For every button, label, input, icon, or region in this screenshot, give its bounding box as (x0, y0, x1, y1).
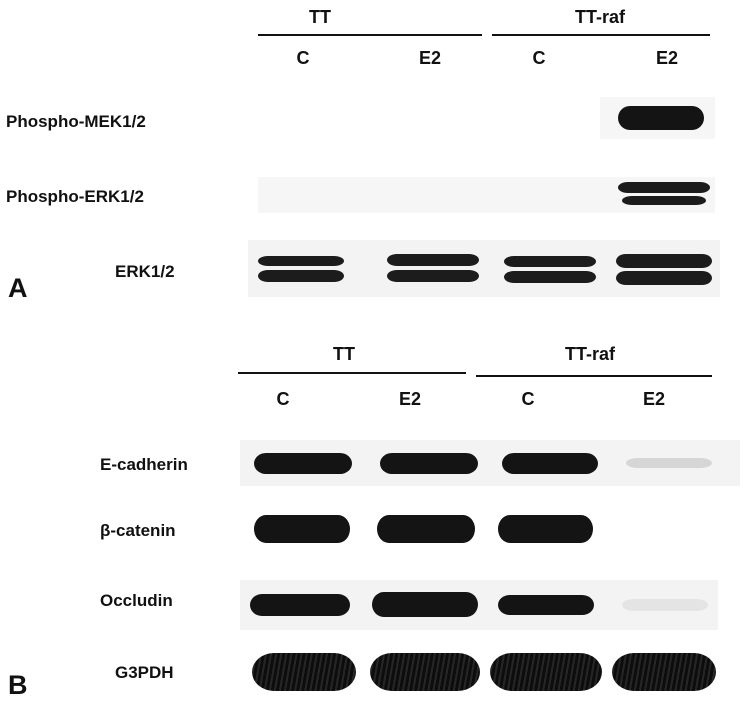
beta-catenin-band-lane-3 (498, 515, 593, 543)
e-cadherin-blot (240, 440, 740, 486)
erk-band-upper-lane-3 (504, 256, 596, 267)
erk-band-upper-lane-4 (616, 254, 712, 268)
panel-a-lane-1-label: C (296, 48, 310, 68)
panel-a-group-tt-rule (258, 34, 482, 36)
panel-a-row-2-label: Phospho-ERK1/2 (6, 187, 144, 206)
erk-band-lower-lane-3 (504, 271, 596, 283)
phospho-erk-band-upper-lane-4 (618, 182, 710, 193)
panel-b-row-1-label: E-cadherin (100, 455, 188, 474)
occludin-band-lane-2 (372, 592, 478, 617)
panel-b-row-4-label: G3PDH (115, 663, 174, 682)
panel-a-group-tt-label: TT (309, 7, 331, 27)
erk-band-lower-lane-1 (258, 270, 344, 282)
panel-a-row-1-label: Phospho-MEK1/2 (6, 112, 146, 131)
g3pdh-blot (240, 648, 740, 698)
panel-b-row-2-label: β-catenin (100, 521, 176, 540)
erk-blot (248, 240, 720, 297)
g3pdh-band-lane-2 (370, 653, 480, 691)
panel-b-group-tt-label: TT (333, 344, 355, 364)
e-cadherin-band-lane-1 (254, 453, 352, 474)
erk-band-upper-lane-1 (258, 256, 344, 266)
panel-b-group-ttraf-rule (476, 375, 712, 377)
panel-b-lane-4-label: E2 (642, 389, 666, 409)
g3pdh-band-lane-4 (612, 653, 716, 691)
panel-b-lane-1-label: C (276, 389, 290, 409)
panel-b-lane-2-label: E2 (398, 389, 422, 409)
panel-a-lane-2-label: E2 (418, 48, 442, 68)
occludin-band-lane-4 (622, 599, 708, 611)
g3pdh-band-lane-1 (252, 653, 356, 691)
e-cadherin-band-lane-4 (626, 458, 712, 468)
e-cadherin-band-lane-2 (380, 453, 478, 474)
erk-band-lower-lane-4 (616, 271, 712, 285)
panel-a-group-ttraf-label: TT-raf (574, 7, 625, 27)
panel-a-lane-4-label: E2 (655, 48, 679, 68)
beta-catenin-blot (240, 510, 740, 556)
panel-a-row-3-label: ERK1/2 (115, 262, 175, 281)
panel-b-row-3-label: Occludin (100, 591, 173, 610)
panel-b-lane-3-label: C (521, 389, 535, 409)
e-cadherin-band-lane-3 (502, 453, 598, 474)
panel-b-group-tt-rule (238, 372, 466, 374)
occludin-band-lane-1 (250, 594, 350, 616)
phospho-erk-band-lower-lane-4 (622, 196, 706, 205)
panel-a-group-ttraf-rule (492, 34, 710, 36)
panel-a-letter: A (8, 273, 28, 303)
beta-catenin-band-lane-1 (254, 515, 350, 543)
panel-b-letter: B (8, 670, 28, 700)
panel-b-group-ttraf-label: TT-raf (564, 344, 615, 364)
erk-band-upper-lane-2 (387, 254, 479, 266)
occludin-band-lane-3 (498, 595, 594, 615)
phospho-mek-band-lane-4 (618, 106, 704, 130)
beta-catenin-band-lane-2 (377, 515, 475, 543)
g3pdh-band-lane-3 (490, 653, 602, 691)
panel-a-lane-3-label: C (532, 48, 546, 68)
erk-band-lower-lane-2 (387, 270, 479, 282)
phospho-mek-blot (600, 97, 715, 139)
phospho-erk-blot (258, 177, 715, 213)
occludin-blot (240, 580, 718, 630)
